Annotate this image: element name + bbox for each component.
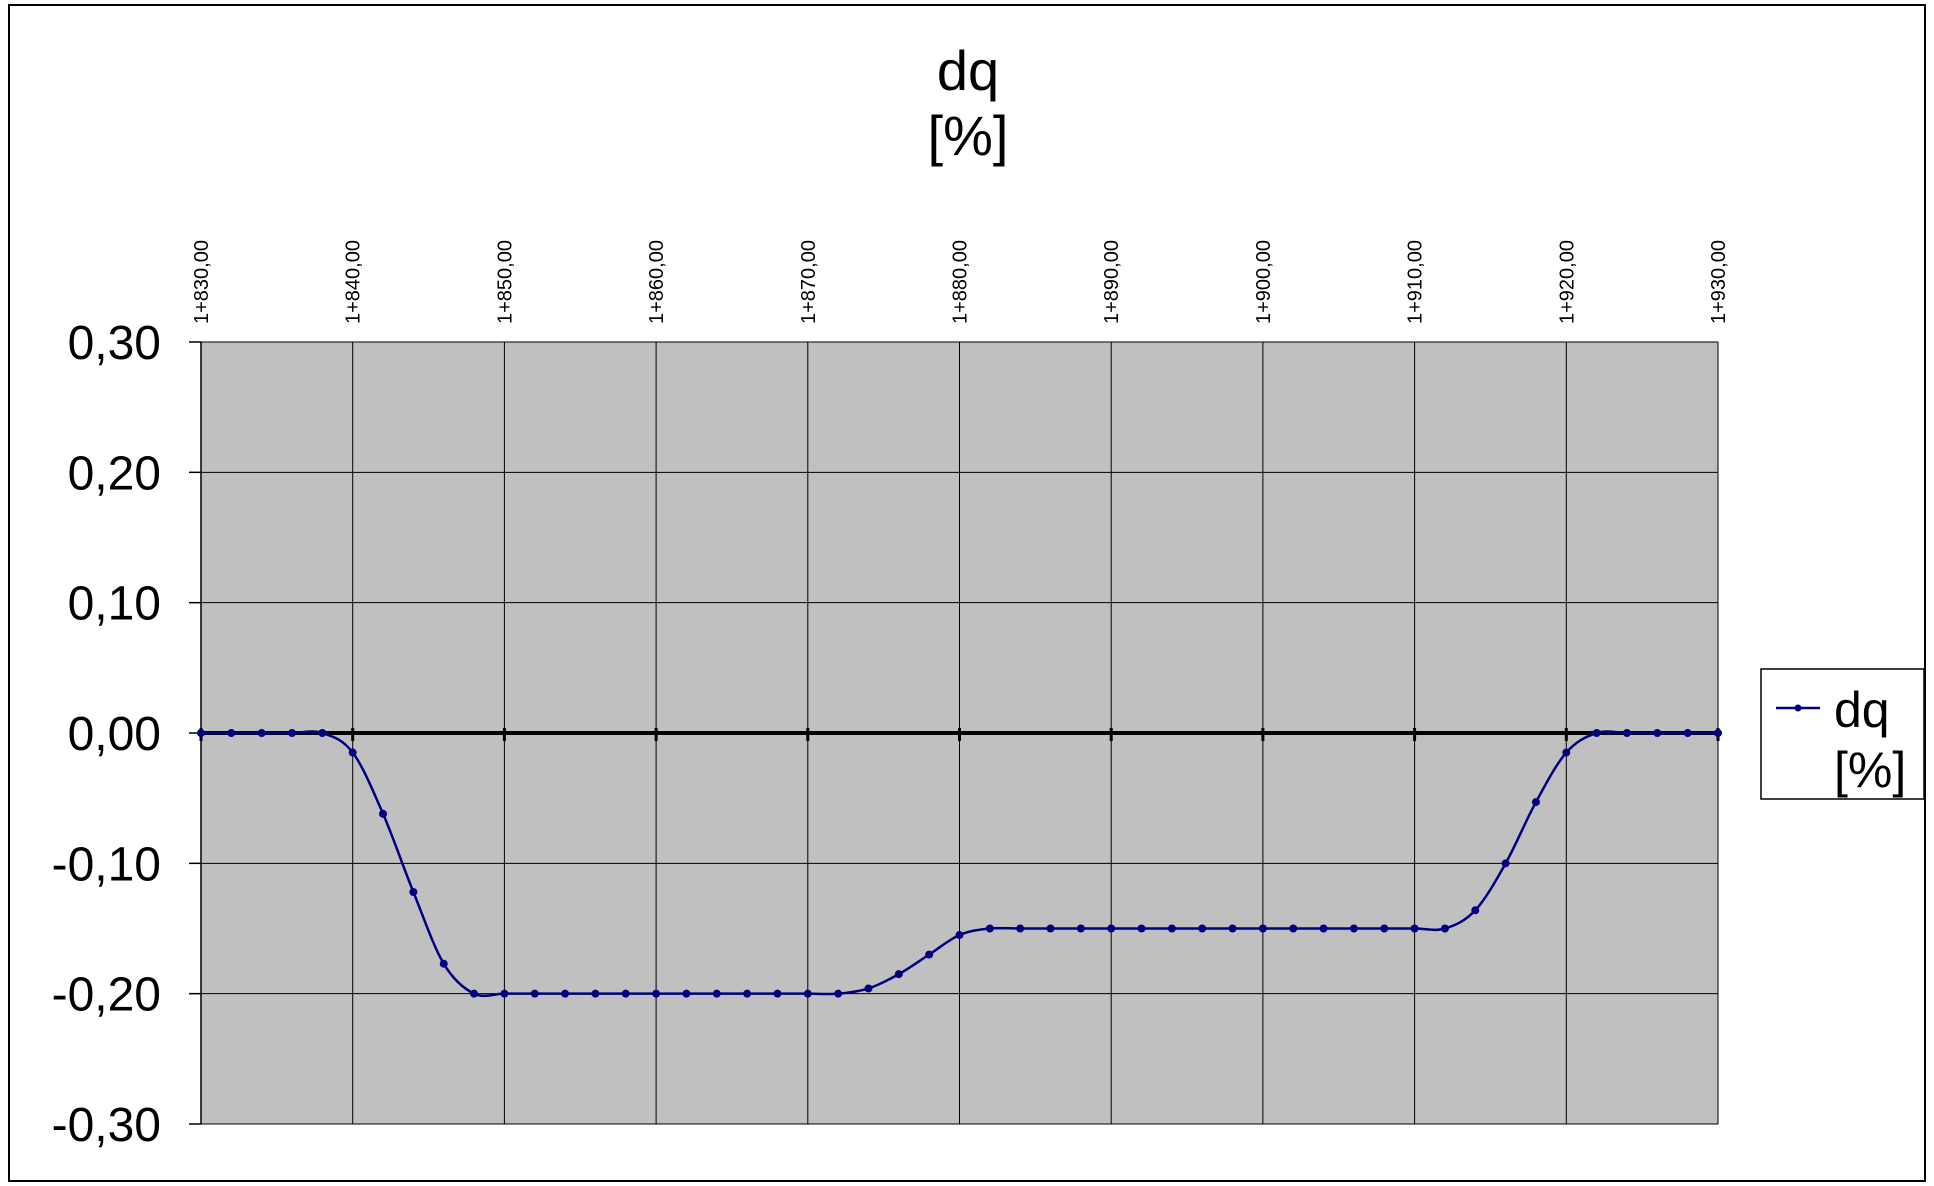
data-point	[1258, 924, 1267, 933]
legend-box	[1760, 668, 1925, 800]
data-point	[1410, 924, 1419, 933]
data-point	[621, 989, 630, 998]
x-tick-label: 1+860,00	[646, 240, 668, 324]
data-point	[743, 989, 752, 998]
data-point	[1531, 798, 1540, 807]
data-point	[682, 989, 691, 998]
data-point	[803, 989, 812, 998]
data-point	[591, 989, 600, 998]
data-point	[1046, 924, 1055, 933]
data-point	[257, 729, 266, 737]
data-point	[227, 729, 236, 737]
data-point	[1319, 924, 1328, 933]
data-point	[288, 729, 297, 737]
y-tick-label: -0,10	[52, 838, 161, 891]
data-point	[955, 931, 964, 940]
data-point	[1228, 924, 1237, 933]
y-tick-label: -0,30	[52, 1099, 161, 1152]
data-point	[1471, 906, 1480, 915]
chart-title-line2: [%]	[928, 104, 1009, 167]
y-tick-label: -0,20	[52, 969, 161, 1022]
data-point	[1076, 924, 1085, 933]
data-point	[1440, 924, 1449, 933]
data-point	[409, 888, 418, 897]
chart-title-line1: dq	[937, 39, 999, 102]
data-point	[318, 729, 327, 737]
data-point	[894, 970, 903, 979]
x-tick-label: 1+900,00	[1253, 240, 1275, 324]
data-point	[561, 989, 570, 998]
data-point	[1592, 729, 1601, 737]
data-point	[197, 729, 205, 737]
legend-label-line2: [%]	[1834, 742, 1906, 798]
y-tick-label: 0,30	[68, 317, 161, 370]
data-point	[348, 748, 357, 757]
data-point	[1501, 859, 1510, 868]
data-point	[652, 989, 661, 998]
data-point	[1683, 729, 1692, 737]
x-tick-label: 1+920,00	[1556, 240, 1578, 324]
data-point	[1653, 729, 1662, 737]
legend: dq [%]	[1760, 668, 1925, 800]
x-tick-label: 1+910,00	[1405, 240, 1427, 324]
data-point	[773, 989, 782, 998]
data-point	[500, 989, 509, 998]
data-point	[1349, 924, 1358, 933]
x-tick-label: 1+930,00	[1708, 240, 1730, 324]
data-point	[834, 989, 843, 998]
data-point	[1167, 924, 1176, 933]
data-point	[530, 989, 539, 998]
data-point	[1289, 924, 1298, 933]
data-point	[1562, 748, 1571, 757]
data-point	[864, 984, 873, 993]
data-point	[1622, 729, 1631, 737]
legend-marker	[1794, 704, 1802, 712]
data-point	[439, 959, 448, 968]
data-point	[985, 924, 994, 933]
x-tick-label: 1+830,00	[191, 240, 213, 324]
data-point	[1198, 924, 1207, 933]
data-point	[1107, 924, 1116, 933]
data-point	[1137, 924, 1146, 933]
y-tick-label: 0,00	[68, 708, 161, 761]
legend-label-line1: dq	[1834, 682, 1890, 738]
y-tick-label: 0,20	[68, 447, 161, 500]
data-point	[925, 950, 934, 959]
data-point	[712, 989, 721, 998]
x-tick-label: 1+870,00	[798, 240, 820, 324]
data-point	[1380, 924, 1389, 933]
data-point	[1714, 729, 1722, 737]
data-point	[470, 989, 479, 998]
x-tick-label: 1+840,00	[343, 240, 365, 324]
x-tick-label: 1+880,00	[950, 240, 972, 324]
data-point	[1016, 924, 1025, 933]
y-tick-label: 0,10	[68, 578, 161, 631]
plot-area: 1+830,00 1+840,00 1+850,00 1+860,00 1+870,00…	[52, 240, 1730, 1152]
data-point	[379, 809, 388, 818]
x-tick-label: 1+850,00	[494, 240, 516, 324]
x-tick-label: 1+890,00	[1101, 240, 1123, 324]
